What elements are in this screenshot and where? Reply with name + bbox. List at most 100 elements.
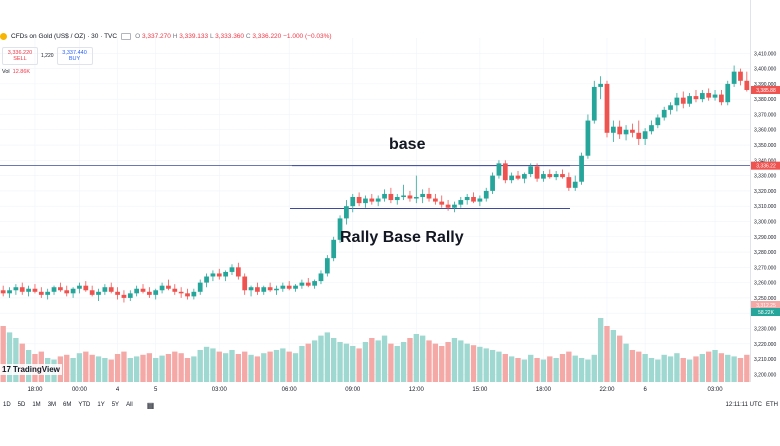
candle-body[interactable]	[19, 287, 25, 292]
session-toggle[interactable]: ETH	[766, 402, 778, 408]
timeframe-button[interactable]: YTD	[78, 402, 91, 408]
candle-body[interactable]	[687, 96, 692, 104]
timeframe-button[interactable]: 1D	[3, 402, 11, 408]
candle-body[interactable]	[426, 193, 432, 199]
candle-body[interactable]	[204, 276, 209, 283]
candle-body[interactable]	[579, 155, 584, 182]
candle-body[interactable]	[560, 174, 565, 178]
candle-body[interactable]	[134, 288, 140, 294]
candle-body[interactable]	[197, 282, 203, 292]
candle-body[interactable]	[630, 129, 635, 133]
candle-body[interactable]	[585, 120, 591, 156]
candle-body[interactable]	[146, 291, 152, 295]
candle-body[interactable]	[674, 97, 680, 106]
candle-body[interactable]	[458, 200, 464, 205]
candle-body[interactable]	[13, 287, 19, 291]
candle-body[interactable]	[267, 287, 273, 291]
candle-body[interactable]	[547, 174, 553, 178]
candle-body[interactable]	[375, 198, 381, 202]
candle-body[interactable]	[464, 197, 470, 201]
timeframe-button[interactable]: 3M	[47, 402, 57, 408]
candle-body[interactable]	[293, 285, 298, 289]
candle-body[interactable]	[229, 267, 235, 272]
candle-body[interactable]	[102, 287, 108, 292]
candle-body[interactable]	[598, 83, 604, 87]
candle-body[interactable]	[706, 93, 712, 98]
timeframe-button[interactable]: 5Y	[111, 402, 120, 408]
tradingview-logo[interactable]: 17 TradingView	[0, 364, 62, 375]
candle-body[interactable]	[108, 287, 114, 292]
candle-body[interactable]	[280, 285, 286, 289]
candle-body[interactable]	[318, 273, 324, 282]
candle-body[interactable]	[223, 271, 229, 277]
candle-body[interactable]	[305, 282, 311, 286]
candle-body[interactable]	[502, 163, 508, 181]
candle-body[interactable]	[452, 204, 457, 208]
candle-body[interactable]	[64, 290, 70, 294]
candle-body[interactable]	[356, 197, 362, 204]
candle-body[interactable]	[668, 105, 673, 110]
timeframe-button[interactable]: All	[126, 402, 133, 408]
buy-button[interactable]: 3,337.440 BUY	[56, 47, 93, 65]
candle-body[interactable]	[77, 285, 82, 289]
candle-body[interactable]	[331, 239, 337, 259]
timeframe-button[interactable]: 1M	[32, 402, 41, 408]
candle-body[interactable]	[274, 288, 279, 291]
candle-body[interactable]	[140, 288, 146, 292]
candle-body[interactable]	[566, 177, 572, 188]
candle-body[interactable]	[312, 281, 317, 286]
candle-body[interactable]	[178, 291, 184, 294]
candle-body[interactable]	[0, 290, 6, 294]
candle-body[interactable]	[617, 126, 623, 135]
candle-body[interactable]	[388, 193, 394, 201]
candle-body[interactable]	[344, 206, 349, 219]
candle-body[interactable]	[413, 197, 419, 199]
candle-body[interactable]	[401, 195, 406, 198]
candle-body[interactable]	[242, 276, 248, 291]
candle-body[interactable]	[58, 287, 63, 291]
candle-body[interactable]	[604, 83, 610, 133]
candle-body[interactable]	[45, 291, 51, 295]
candle-body[interactable]	[541, 174, 546, 179]
candle-body[interactable]	[407, 195, 413, 199]
candle-body[interactable]	[693, 96, 699, 100]
candle-body[interactable]	[572, 181, 578, 188]
volume-legend[interactable]: Vol 12.86K	[2, 69, 30, 75]
candle-body[interactable]	[744, 80, 750, 90]
candle-body[interactable]	[680, 97, 686, 104]
candle-body[interactable]	[382, 193, 387, 199]
timeframe-button[interactable]: 6M	[63, 402, 72, 408]
candle-body[interactable]	[89, 290, 95, 295]
sell-button[interactable]: 3,336.220 SELL	[2, 47, 38, 65]
candle-body[interactable]	[32, 288, 38, 292]
candle-body[interactable]	[26, 288, 31, 292]
candle-body[interactable]	[394, 197, 400, 201]
candle-body[interactable]	[521, 174, 527, 179]
calendar-icon[interactable]: ▦	[146, 400, 155, 410]
candle-body[interactable]	[127, 293, 133, 298]
candle-body[interactable]	[509, 175, 515, 181]
candle-body[interactable]	[337, 218, 343, 240]
candle-body[interactable]	[610, 126, 616, 133]
candle-body[interactable]	[490, 175, 495, 191]
candle-body[interactable]	[153, 290, 159, 295]
candle-body[interactable]	[248, 287, 254, 291]
candle-body[interactable]	[534, 166, 540, 179]
candle-body[interactable]	[96, 291, 101, 295]
timeframe-button[interactable]: 5D	[17, 402, 26, 408]
candle-body[interactable]	[528, 166, 534, 175]
candle-body[interactable]	[649, 125, 654, 132]
candle-body[interactable]	[261, 287, 267, 292]
candle-body[interactable]	[159, 285, 165, 291]
candle-body[interactable]	[286, 285, 292, 289]
candle-body[interactable]	[636, 132, 642, 139]
candle-body[interactable]	[235, 267, 241, 277]
candle-body[interactable]	[445, 204, 451, 208]
candle-body[interactable]	[420, 193, 426, 198]
candle-body[interactable]	[731, 71, 737, 84]
symbol-title[interactable]: CFDs on Gold (US$ / OZ) · 30 · TVC	[11, 33, 118, 40]
candle-body[interactable]	[7, 290, 12, 294]
utc-clock[interactable]: 12:11:11 UTC	[725, 402, 762, 408]
timeframe-button[interactable]: 1Y	[97, 402, 105, 408]
candle-body[interactable]	[121, 294, 127, 298]
